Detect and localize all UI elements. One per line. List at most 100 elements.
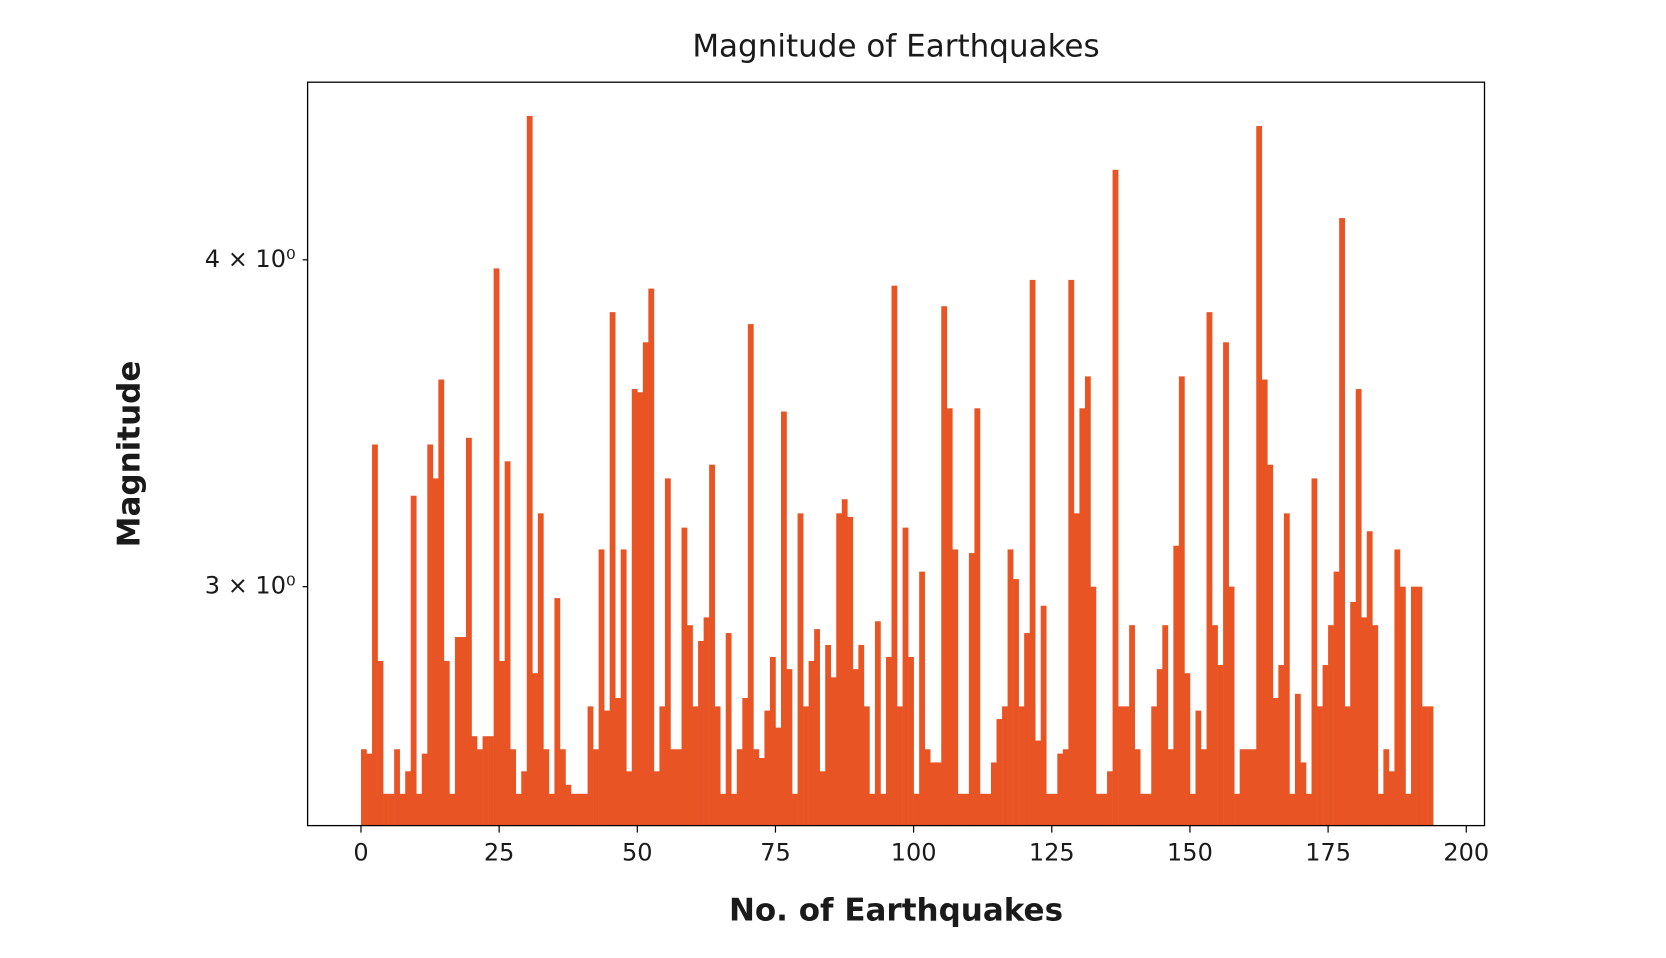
bar	[664, 478, 671, 826]
bar	[504, 461, 511, 826]
bar	[1410, 586, 1417, 826]
bar	[957, 793, 964, 826]
bar	[1322, 665, 1329, 826]
bar	[786, 669, 793, 826]
bar	[1388, 771, 1395, 826]
x-tick-label: 175	[1305, 839, 1351, 867]
bar	[1013, 579, 1019, 826]
x-tick-label: 100	[891, 839, 937, 867]
bar	[825, 644, 832, 826]
bar	[720, 793, 727, 826]
bar	[880, 793, 887, 826]
bar	[1350, 601, 1357, 826]
bar	[526, 115, 533, 826]
bar	[1173, 545, 1180, 826]
bar	[1305, 793, 1312, 826]
bar	[1046, 793, 1053, 826]
bar	[1261, 379, 1268, 826]
bar	[675, 749, 682, 826]
bar	[1062, 749, 1069, 826]
bar	[1361, 617, 1368, 826]
bar	[1256, 126, 1263, 826]
bar	[631, 389, 638, 826]
bar	[941, 306, 948, 826]
bar	[924, 749, 931, 826]
bar	[515, 793, 522, 826]
bar	[1101, 793, 1108, 826]
bar	[946, 408, 953, 826]
bar	[797, 513, 804, 826]
y-tick-label: 3 × 10⁰	[205, 572, 296, 600]
bar	[769, 656, 776, 826]
bar	[570, 793, 577, 826]
bar	[399, 793, 406, 826]
bar	[714, 706, 721, 826]
x-tick-label: 0	[353, 839, 368, 867]
bar	[758, 758, 765, 826]
bar	[1167, 749, 1174, 826]
bar	[1289, 793, 1296, 826]
bar	[874, 621, 881, 826]
bar	[366, 753, 373, 826]
bar	[372, 444, 378, 826]
bar	[1355, 389, 1362, 826]
bar	[626, 771, 633, 826]
bar	[1339, 218, 1345, 826]
bar	[1333, 571, 1340, 826]
bar	[709, 464, 715, 826]
bar	[1217, 665, 1224, 826]
bar	[775, 727, 782, 826]
bar	[1399, 586, 1406, 826]
bar	[383, 793, 389, 826]
bar	[1002, 706, 1008, 826]
bar	[692, 706, 699, 826]
bar	[460, 636, 467, 826]
bar	[990, 762, 997, 826]
bar	[609, 312, 616, 826]
bar	[753, 749, 760, 826]
bar	[1366, 531, 1373, 826]
bar	[1200, 749, 1207, 826]
bar	[747, 324, 754, 826]
bar	[968, 553, 975, 826]
bar	[742, 697, 749, 826]
plot-frame	[306, 81, 1486, 827]
bar	[1267, 464, 1274, 826]
bar	[1151, 706, 1158, 826]
bar	[659, 706, 666, 826]
bar	[587, 706, 594, 826]
bar	[449, 793, 456, 826]
bar	[841, 499, 848, 826]
bar	[1068, 279, 1075, 826]
bar	[1405, 793, 1412, 826]
bar	[736, 749, 743, 826]
bar	[1123, 706, 1130, 826]
bar	[1107, 771, 1113, 826]
bar	[1195, 710, 1202, 826]
bar	[1278, 665, 1285, 826]
chart-title: Magnitude of Earthquakes	[692, 29, 1099, 65]
bar	[891, 285, 898, 826]
bar	[847, 516, 854, 826]
bar	[698, 640, 704, 826]
bar	[836, 513, 843, 826]
bar	[554, 598, 561, 826]
bar	[377, 661, 384, 826]
bar	[780, 411, 787, 826]
bar	[1184, 673, 1191, 826]
bar	[1328, 625, 1334, 826]
x-tick-label: 25	[484, 839, 515, 867]
bar	[869, 793, 876, 826]
bar	[1118, 706, 1124, 826]
bar	[1283, 513, 1290, 826]
x-tick-label: 75	[760, 839, 791, 867]
bar	[521, 771, 528, 826]
bar	[902, 527, 909, 826]
bar	[1300, 762, 1307, 826]
bar	[1294, 693, 1301, 826]
bar	[1040, 605, 1047, 826]
bar	[803, 706, 809, 826]
bar	[897, 706, 903, 826]
bar	[1145, 793, 1152, 826]
bar	[1212, 625, 1218, 826]
